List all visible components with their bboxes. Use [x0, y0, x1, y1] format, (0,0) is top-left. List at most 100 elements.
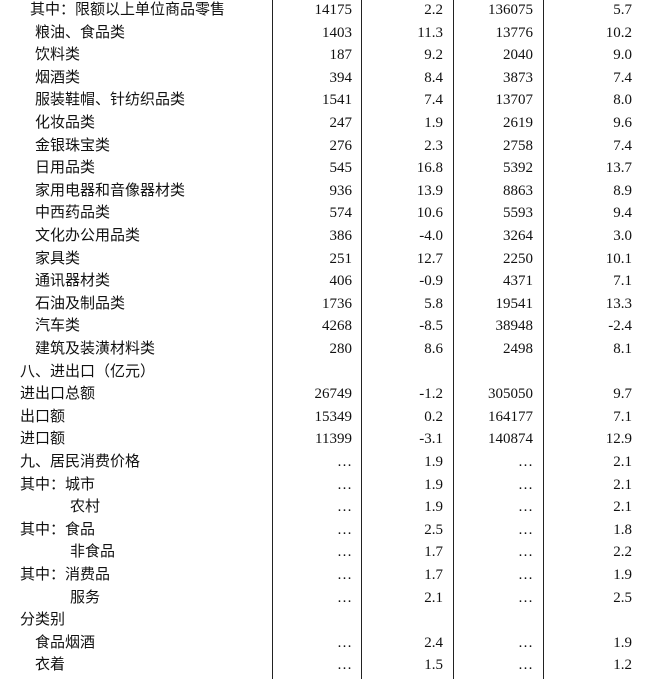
row-label: 建筑及装潢材料类 [35, 341, 156, 357]
cell-value: 3873 [503, 69, 533, 86]
row-label: 汽车类 [35, 318, 81, 335]
cell-value: 13.3 [605, 295, 632, 312]
row-label: 其中：食品 [20, 521, 96, 538]
cell-value: -3.1 [419, 431, 443, 448]
row-label: 九、居民消费价格 [20, 454, 141, 470]
cell-value: 2.3 [424, 137, 443, 154]
cell-value: 406 [329, 273, 353, 290]
cell-value: 251 [329, 250, 353, 267]
row-label: 其中：城市 [20, 476, 96, 493]
cell-value: 1.9 [424, 499, 443, 516]
cell-value: 7.4 [424, 92, 443, 109]
cell-value: 1.9 [613, 567, 632, 583]
cell-value: 10.6 [416, 205, 443, 222]
cell-value: 8.9 [613, 182, 632, 199]
row-label: 文化办公用品类 [35, 228, 141, 244]
row-label: 日用品类 [35, 160, 96, 177]
cell-value: 0.2 [424, 408, 443, 425]
cell-value: 545 [329, 160, 353, 177]
row-label: 其中：限额以上单位商品零售 [30, 2, 226, 18]
cell-value: 305050 [488, 386, 533, 403]
cell-value: 2.1 [613, 454, 632, 470]
cell-value: 140874 [488, 431, 533, 448]
cell-value: 5.8 [424, 295, 443, 312]
cell-value: 1.9 [613, 634, 632, 651]
row-label: 石油及制品类 [35, 295, 126, 312]
cell-value: 936 [329, 182, 353, 199]
cell-value: … [518, 476, 533, 493]
cell-value: 2040 [503, 47, 533, 64]
cell-value: 1.5 [424, 657, 443, 674]
cell-value: 4371 [503, 273, 533, 290]
column-rule [361, 0, 362, 679]
cell-value: 9.0 [613, 47, 632, 64]
cell-value: … [337, 454, 352, 470]
cell-value: 13707 [495, 92, 534, 109]
cell-value: 2.1 [424, 589, 443, 606]
cell-value: 38948 [495, 318, 534, 335]
column-rule [453, 0, 454, 679]
cell-value: 1736 [322, 295, 352, 312]
cell-value: 2619 [503, 115, 533, 131]
cell-value: … [337, 567, 352, 583]
cell-value: … [337, 634, 352, 651]
cell-value: 8.0 [613, 92, 632, 109]
cell-value: 8.6 [424, 341, 443, 357]
row-label: 服装鞋帽、针纺织品类 [35, 92, 186, 109]
row-label: 进口额 [20, 431, 66, 448]
cell-value: 13.7 [605, 160, 632, 177]
cell-value: 1.9 [424, 454, 443, 470]
cell-value: … [337, 499, 352, 516]
cell-value: 1.7 [424, 544, 443, 561]
row-label: 粮油、食品类 [35, 24, 126, 41]
cell-value: 8863 [503, 182, 533, 199]
cell-value: 187 [329, 47, 353, 64]
cell-value: 4268 [322, 318, 352, 335]
cell-value: 1.9 [424, 476, 443, 493]
row-label: 农村 [70, 499, 101, 516]
cell-value: 7.1 [613, 408, 632, 425]
cell-value: 16.8 [416, 160, 443, 177]
cell-value: 2758 [503, 137, 533, 154]
cell-value: 574 [329, 205, 353, 222]
cell-value: 1403 [322, 24, 352, 41]
cell-value: 5593 [503, 205, 533, 222]
cell-value: 2.5 [424, 521, 443, 538]
cell-value: 2.1 [613, 499, 632, 516]
cell-value: … [518, 521, 533, 538]
cell-value: 14175 [314, 2, 353, 18]
row-label: 衣着 [35, 657, 66, 674]
cell-value: 19541 [495, 295, 534, 312]
row-label: 金银珠宝类 [35, 137, 111, 154]
cell-value: 2.2 [424, 2, 443, 18]
cell-value: 247 [329, 115, 353, 131]
cell-value: -1.2 [419, 386, 443, 403]
cell-value: 7.4 [613, 137, 632, 154]
cell-value: 276 [329, 137, 353, 154]
cell-value: … [337, 589, 352, 606]
cell-value: 5.7 [613, 2, 632, 18]
row-label: 非食品 [70, 544, 116, 561]
cell-value: … [518, 567, 533, 583]
row-label: 家用电器和音像器材类 [35, 182, 186, 199]
row-label: 八、进出口（亿元） [20, 363, 156, 380]
cell-value: 26749 [314, 386, 353, 403]
cell-value: 10.1 [605, 250, 632, 267]
row-label: 服务 [70, 589, 101, 606]
cell-value: … [337, 521, 352, 538]
cell-value: 10.2 [605, 24, 632, 41]
cell-value: … [518, 657, 533, 674]
row-label: 化妆品类 [35, 115, 96, 131]
cell-value: 2498 [503, 341, 533, 357]
cell-value: 7.1 [613, 273, 632, 290]
cell-value: 15349 [314, 408, 353, 425]
cell-value: 164177 [488, 408, 533, 425]
cell-value: 5392 [503, 160, 533, 177]
cell-value: 13.9 [416, 182, 443, 199]
row-label: 饮料类 [35, 47, 81, 64]
cell-value: -0.9 [419, 273, 443, 290]
cell-value: 8.4 [424, 69, 443, 86]
cell-value: -8.5 [419, 318, 443, 335]
cell-value: … [518, 634, 533, 651]
